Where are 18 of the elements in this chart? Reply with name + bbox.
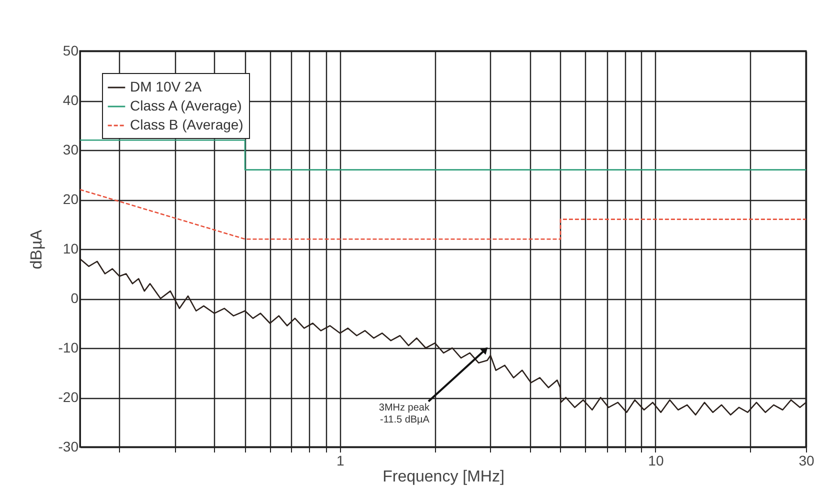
legend-label: Class A (Average) [130,98,242,114]
y-tick-label: 0 [70,290,79,306]
y-axis-title: dBµA [28,229,46,270]
y-tick-label: 50 [62,42,79,58]
y-tick-label: -10 [58,340,79,356]
legend-label: Class B (Average) [130,116,244,132]
legend-label: DM 10V 2A [130,78,202,94]
annotation: 3MHz peak -11.5 dBµA [378,402,430,426]
y-tick-label: -20 [58,389,79,405]
x-tick-label: 10 [648,452,664,468]
x-tick-label: 1 [336,452,345,468]
y-tick-label: 10 [62,240,79,256]
y-tick-label: 40 [62,92,79,108]
x-axis-title: Frequency [MHz] [382,468,504,486]
y-tick-label: 30 [62,142,79,158]
x-tick-label: 30 [798,452,814,468]
y-tick-label: -30 [58,438,79,454]
y-tick-label: 20 [62,191,79,207]
